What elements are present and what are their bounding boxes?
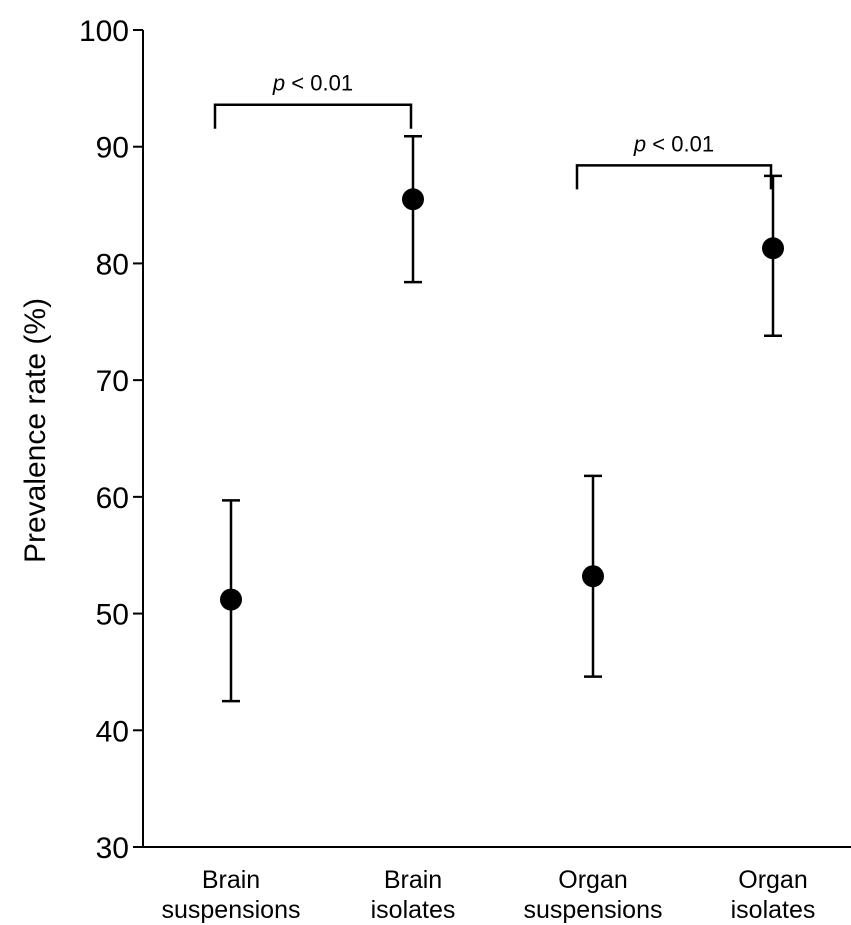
y-tick-label: 40: [96, 715, 129, 748]
x-category-label: suspensions: [162, 896, 301, 924]
significance-bracket: [575, 164, 773, 190]
data-point: [762, 237, 784, 260]
x-category-labels: BrainsuspensionsBrainisolatesOrgansuspen…: [162, 866, 816, 924]
data-point: [582, 565, 604, 588]
data-marks: [220, 134, 784, 703]
significance-label: p < 0.01: [633, 131, 714, 156]
data-point: [220, 588, 242, 611]
y-tick-label: 50: [96, 599, 129, 632]
significance-bracket: [213, 103, 413, 129]
x-category-label: isolates: [371, 896, 456, 924]
x-category-label: Organ: [738, 866, 807, 894]
x-category-label: Organ: [558, 866, 627, 894]
significance-label: p < 0.01: [272, 71, 353, 96]
x-category-label: isolates: [731, 896, 816, 924]
data-point: [402, 188, 424, 211]
significance-brackets: p < 0.01 p < 0.01: [213, 71, 773, 190]
y-tick-label: 60: [96, 482, 129, 515]
y-axis-title: Prevalence rate (%): [19, 298, 52, 563]
x-category-label: suspensions: [524, 896, 663, 924]
y-tick-label: 80: [96, 248, 129, 281]
y-tick-label: 70: [96, 365, 129, 398]
y-tick-label: 100: [79, 15, 129, 48]
y-tick-label: 90: [96, 132, 129, 165]
x-category-label: Brain: [202, 866, 260, 894]
y-tick-label: 30: [96, 832, 129, 865]
x-category-label: Brain: [384, 866, 442, 894]
y-ticks: 30 40 50 60 70 80 90 100: [79, 15, 143, 865]
axes: [142, 30, 851, 848]
